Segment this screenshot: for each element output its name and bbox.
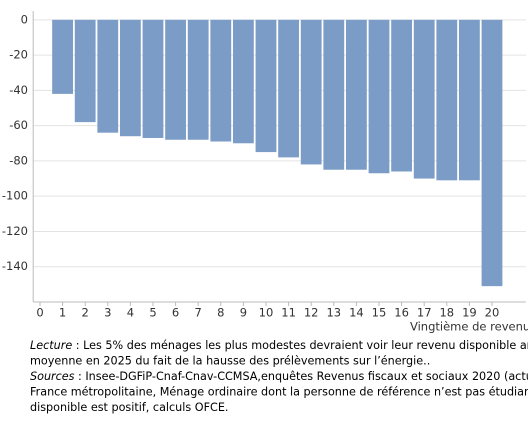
- y-tick-label: -100: [2, 189, 28, 203]
- bar: [436, 19, 458, 181]
- bar: [481, 19, 503, 287]
- y-tick-label: -80: [9, 153, 28, 167]
- y-tick-label: -20: [9, 48, 28, 62]
- bar: [165, 19, 186, 140]
- x-tick-label: 10: [259, 306, 274, 320]
- note-text: disponible est positif, calculs OFCE.: [30, 401, 228, 414]
- note-text: moyenne en 2025 du fait de la hausse des…: [30, 355, 430, 368]
- x-tick-label: 5: [149, 306, 156, 320]
- x-tick-label: 6: [172, 306, 179, 320]
- x-tick-label: 14: [349, 306, 364, 320]
- x-tick-label: 0: [36, 306, 43, 320]
- x-tick-label: 12: [304, 306, 319, 320]
- note-text: : Les 5% des ménages les plus modestes d…: [72, 339, 528, 352]
- x-tick-label: 9: [240, 306, 247, 320]
- y-tick-label: -120: [2, 224, 28, 238]
- bar: [97, 19, 119, 133]
- note-line: Sources : Insee-DGFiP-Cnaf-Cnav-CCMSA,en…: [30, 370, 528, 383]
- x-tick-label: 19: [462, 306, 477, 320]
- bar: [413, 19, 435, 179]
- x-tick-label: 11: [281, 306, 296, 320]
- bar: [52, 19, 73, 94]
- bar: [300, 19, 322, 165]
- note-text: : Insee-DGFiP-Cnaf-Cnav-CCMSA,enquêtes R…: [75, 370, 528, 383]
- bar: [255, 19, 277, 153]
- x-tick-label: 8: [217, 306, 224, 320]
- x-tick-label: 15: [372, 306, 387, 320]
- x-tick-label: 4: [127, 306, 134, 320]
- bar: [232, 19, 254, 144]
- y-tick-label: -140: [2, 259, 28, 273]
- bar: [368, 19, 390, 174]
- bar: [345, 19, 367, 170]
- note-line: moyenne en 2025 du fait de la hausse des…: [30, 355, 430, 368]
- bar: [391, 19, 412, 172]
- note-label: Lecture: [30, 339, 72, 352]
- bar: [187, 19, 209, 140]
- note-line: Lecture : Les 5% des ménages les plus mo…: [30, 339, 528, 352]
- x-axis-title: Vingtième de revenu: [410, 320, 528, 334]
- x-tick-label: 13: [326, 306, 341, 320]
- x-tick-label: 2: [82, 306, 89, 320]
- note-line: France métropolitaine, Ménage ordinaire …: [30, 386, 528, 399]
- y-tick-label: -60: [9, 118, 28, 132]
- x-tick-label: 20: [485, 306, 500, 320]
- bar: [119, 19, 141, 137]
- note-label: Sources: [30, 370, 75, 383]
- y-tick-label: 0: [21, 12, 28, 26]
- bar: [210, 19, 232, 142]
- x-tick-label: 3: [104, 306, 111, 320]
- y-tick-label: -40: [9, 83, 28, 97]
- bar: [323, 19, 345, 170]
- x-tick-label: 1: [59, 306, 66, 320]
- bar: [74, 19, 96, 123]
- bar: [278, 19, 299, 158]
- bar: [142, 19, 164, 138]
- note-text: France métropolitaine, Ménage ordinaire …: [30, 386, 528, 399]
- x-tick-label: 7: [195, 306, 202, 320]
- note-line: disponible est positif, calculs OFCE.: [30, 401, 228, 414]
- x-tick-label: 18: [439, 306, 454, 320]
- x-tick-label: 17: [417, 306, 432, 320]
- x-tick-label: 16: [394, 306, 409, 320]
- bar: [459, 19, 480, 181]
